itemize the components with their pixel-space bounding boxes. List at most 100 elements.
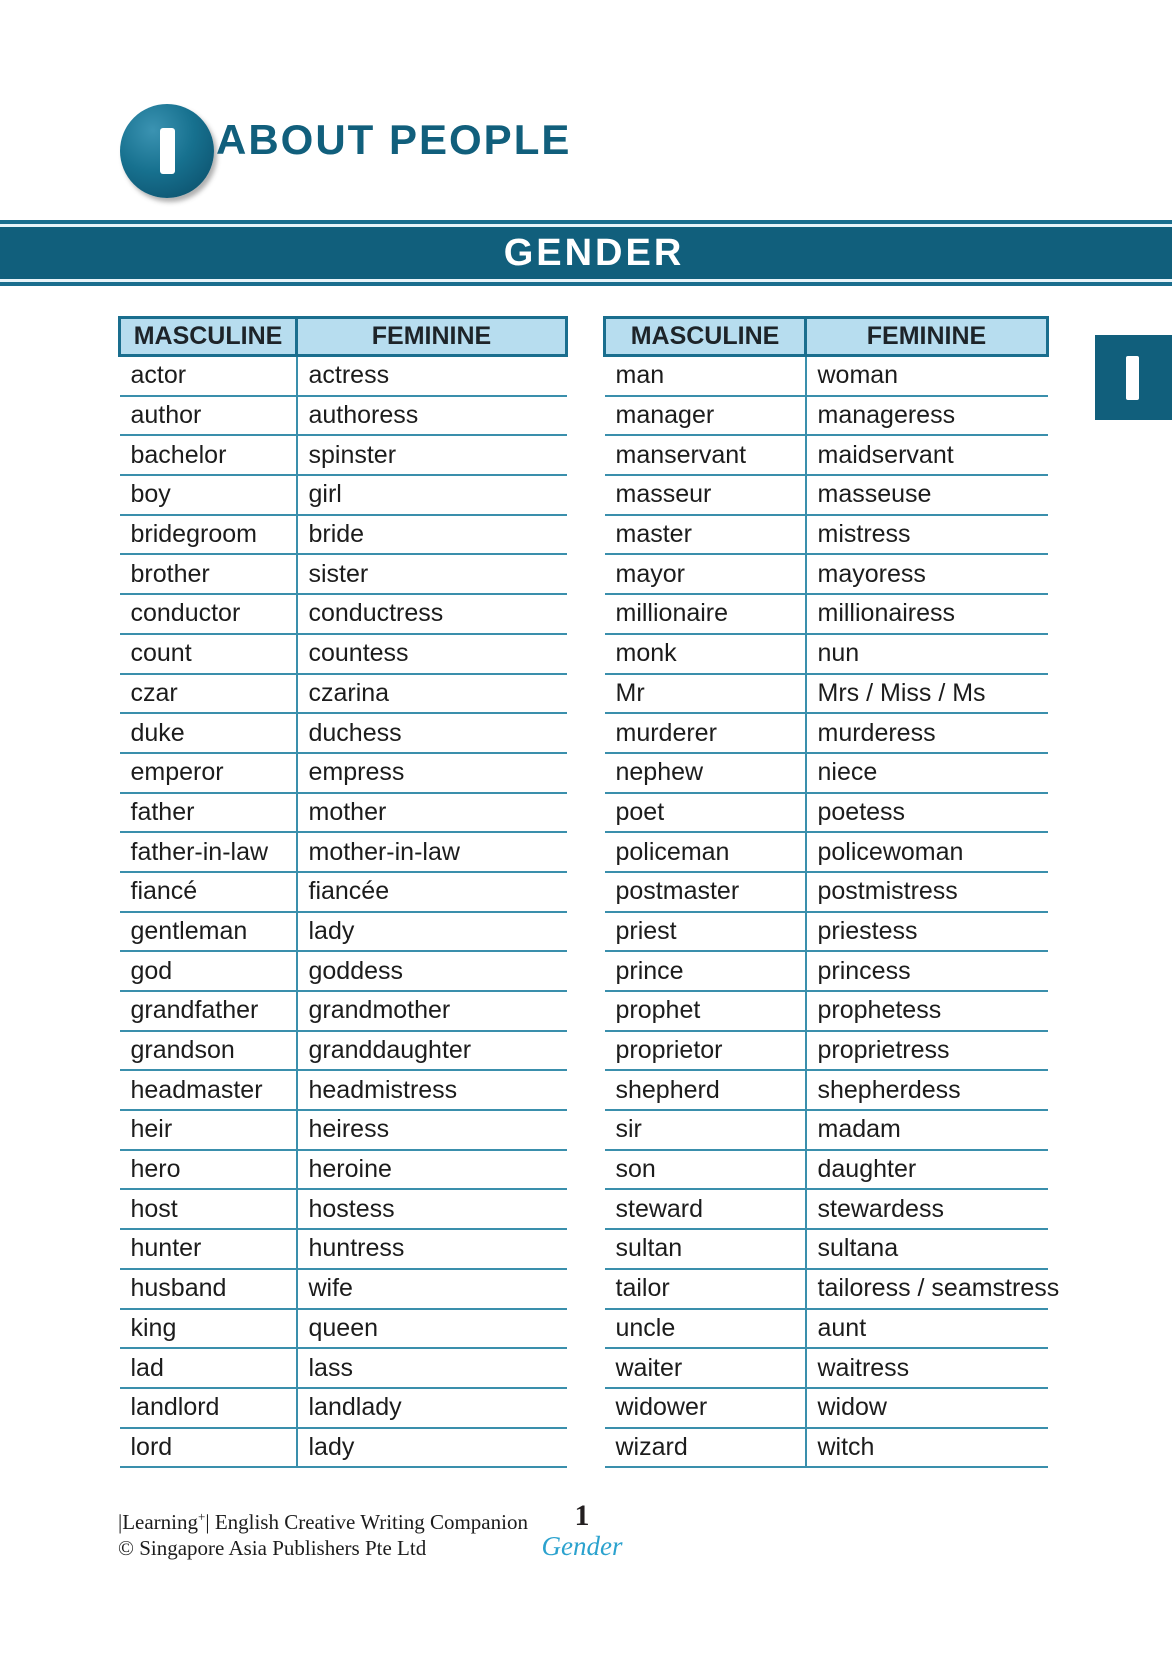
masculine-cell: king bbox=[119, 1308, 298, 1350]
table-row: mayor mayoress bbox=[604, 554, 1048, 596]
feminine-cell: daughter bbox=[805, 1149, 1048, 1191]
feminine-cell: Mrs / Miss / Ms bbox=[805, 673, 1048, 715]
feminine-cell: lass bbox=[296, 1348, 567, 1389]
banner-top-gap bbox=[0, 224, 1172, 227]
table-row: god goddess bbox=[119, 951, 567, 992]
imprint-open: |Learning bbox=[118, 1510, 199, 1534]
table-row: count countess bbox=[119, 633, 567, 675]
masculine-cell: postmaster bbox=[604, 871, 807, 913]
masculine-cell: masseur bbox=[604, 475, 807, 516]
table-row: monk nun bbox=[604, 633, 1048, 675]
masculine-cell: heir bbox=[119, 1110, 298, 1151]
masculine-cell: prophet bbox=[604, 991, 807, 1032]
table-row: boy girl bbox=[119, 475, 567, 516]
masculine-cell: murderer bbox=[604, 713, 807, 754]
masculine-cell: actor bbox=[119, 355, 298, 397]
masculine-cell: lad bbox=[119, 1348, 298, 1389]
table-row: prophet prophetess bbox=[604, 991, 1048, 1032]
table-row: husband wife bbox=[119, 1268, 567, 1310]
masculine-cell: father bbox=[119, 792, 298, 834]
masculine-cell: god bbox=[119, 951, 298, 992]
feminine-cell: lady bbox=[296, 1427, 567, 1469]
feminine-cell: tailoress / seamstress bbox=[805, 1268, 1059, 1310]
masculine-cell: grandson bbox=[119, 1030, 298, 1072]
table-row: nephew niece bbox=[604, 752, 1048, 794]
masculine-cell: Mr bbox=[604, 673, 807, 715]
side-tab-chapter-number bbox=[1095, 335, 1172, 420]
table-row: prince princess bbox=[604, 951, 1048, 992]
feminine-cell: shepherdess bbox=[805, 1070, 1048, 1112]
feminine-cell: mistress bbox=[805, 514, 1048, 556]
masculine-cell: manager bbox=[604, 395, 807, 437]
feminine-cell: woman bbox=[805, 355, 1048, 397]
table-row: uncle aunt bbox=[604, 1308, 1048, 1350]
feminine-cell: witch bbox=[805, 1427, 1048, 1469]
masculine-cell: boy bbox=[119, 475, 298, 516]
feminine-cell: empress bbox=[296, 752, 567, 794]
table-row: bridegroom bride bbox=[119, 514, 567, 556]
feminine-cell: wife bbox=[296, 1268, 567, 1310]
masculine-cell: monk bbox=[604, 633, 807, 675]
table-row: manager manageress bbox=[604, 395, 1048, 437]
feminine-cell: queen bbox=[296, 1308, 567, 1350]
banner-bottom-rule bbox=[0, 282, 1172, 286]
feminine-cell: granddaughter bbox=[296, 1030, 567, 1072]
table-row: father mother bbox=[119, 792, 567, 834]
column-header-feminine: FEMININE bbox=[295, 316, 568, 357]
section-banner: GENDER bbox=[0, 220, 1172, 286]
table-row: actor actress bbox=[119, 355, 567, 397]
feminine-cell: prophetess bbox=[805, 991, 1048, 1032]
masculine-cell: millionaire bbox=[604, 594, 807, 635]
feminine-cell: poetess bbox=[805, 792, 1048, 834]
table-row: wizard witch bbox=[604, 1427, 1048, 1469]
feminine-cell: princess bbox=[805, 951, 1048, 992]
feminine-cell: goddess bbox=[296, 951, 567, 992]
column-header-masculine: MASCULINE bbox=[118, 316, 298, 357]
feminine-cell: landlady bbox=[296, 1387, 567, 1429]
table-row: fiancé fiancée bbox=[119, 871, 567, 913]
feminine-cell: bride bbox=[296, 514, 567, 556]
feminine-cell: masseuse bbox=[805, 475, 1048, 516]
masculine-cell: czar bbox=[119, 673, 298, 715]
table-row: sultan sultana bbox=[604, 1229, 1048, 1270]
table-row: conductor conductress bbox=[119, 594, 567, 635]
gender-table-left: MASCULINE FEMININE actor actress author aut… bbox=[118, 316, 568, 1469]
feminine-cell: manageress bbox=[805, 395, 1048, 437]
feminine-cell: actress bbox=[296, 355, 567, 397]
feminine-cell: grandmother bbox=[296, 991, 567, 1032]
feminine-cell: mother-in-law bbox=[296, 832, 567, 873]
masculine-cell: mayor bbox=[604, 554, 807, 596]
table-row: gentleman lady bbox=[119, 911, 567, 953]
feminine-cell: maidservant bbox=[805, 435, 1048, 477]
banner-bottom-gap bbox=[0, 279, 1172, 282]
table-row: heir heiress bbox=[119, 1110, 567, 1151]
feminine-cell: authoress bbox=[296, 395, 567, 437]
feminine-cell: heroine bbox=[296, 1149, 567, 1191]
masculine-cell: policeman bbox=[604, 832, 807, 873]
table-row: host hostess bbox=[119, 1189, 567, 1231]
feminine-cell: sultana bbox=[805, 1229, 1048, 1270]
table-header-row: MASCULINE FEMININE bbox=[118, 316, 568, 357]
feminine-cell: lady bbox=[296, 911, 567, 953]
table-row: shepherd shepherdess bbox=[604, 1070, 1048, 1112]
feminine-cell: proprietress bbox=[805, 1030, 1048, 1072]
chapter-title: ABOUT PEOPLE bbox=[216, 116, 572, 163]
feminine-cell: duchess bbox=[296, 713, 567, 754]
feminine-cell: policewoman bbox=[805, 832, 1048, 873]
masculine-cell: father-in-law bbox=[119, 832, 298, 873]
table-row: king queen bbox=[119, 1308, 567, 1350]
table-row: postmaster postmistress bbox=[604, 871, 1048, 913]
section-banner-title: GENDER bbox=[503, 231, 685, 274]
feminine-cell: aunt bbox=[805, 1308, 1048, 1350]
masculine-cell: author bbox=[119, 395, 298, 437]
feminine-cell: stewardess bbox=[805, 1189, 1048, 1231]
feminine-cell: mother bbox=[296, 792, 567, 834]
feminine-cell: heiress bbox=[296, 1110, 567, 1151]
masculine-cell: man bbox=[604, 355, 807, 397]
gender-table-right: MASCULINE FEMININE man woman manager manage… bbox=[603, 316, 1059, 1469]
masculine-cell: nephew bbox=[604, 752, 807, 794]
masculine-cell: priest bbox=[604, 911, 807, 953]
column-header-feminine: FEMININE bbox=[804, 316, 1049, 357]
feminine-cell: girl bbox=[296, 475, 567, 516]
masculine-cell: widower bbox=[604, 1387, 807, 1429]
